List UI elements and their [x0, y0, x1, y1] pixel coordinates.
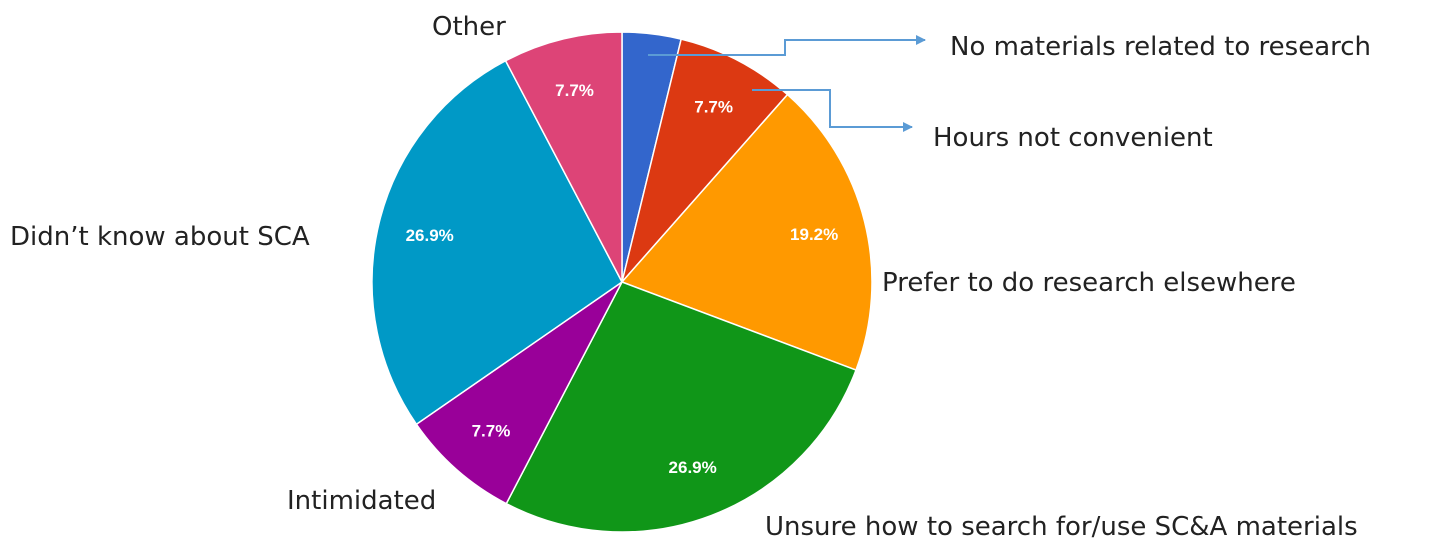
pie-slice: [620, 93, 873, 372]
pie-slice: [504, 31, 623, 283]
leader-line: [752, 89, 913, 132]
category-label: Unsure how to search for/use SC&A materi…: [765, 512, 1358, 542]
pie-slice: [621, 38, 789, 283]
data-label: 7.7%: [694, 97, 733, 116]
data-label: 7.7%: [555, 81, 594, 100]
data-label: 19.2%: [790, 225, 838, 244]
pie: [371, 31, 873, 533]
data-label: 26.9%: [406, 226, 454, 245]
category-label: Didn’t know about SCA: [10, 222, 310, 252]
category-label: Intimidated: [287, 486, 436, 516]
pie-slice: [371, 59, 623, 426]
pie-slice: [505, 281, 857, 533]
category-label: Other: [432, 12, 506, 42]
category-label: Prefer to do research elsewhere: [882, 268, 1296, 298]
leader-line: [648, 35, 926, 56]
category-label: No materials related to research: [950, 32, 1371, 62]
pie-slice: [415, 281, 623, 505]
data-label: 26.9%: [669, 458, 717, 477]
category-label: Hours not convenient: [933, 123, 1213, 153]
data-label: 7.7%: [472, 421, 511, 440]
